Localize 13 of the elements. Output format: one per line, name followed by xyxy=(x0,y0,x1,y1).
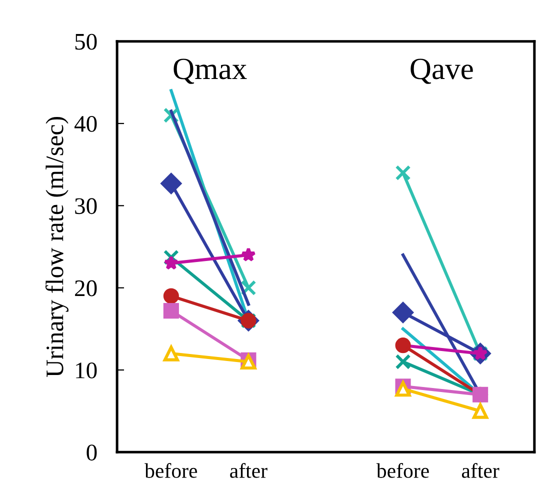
y-tick-label: 10 xyxy=(76,362,97,378)
y-axis-title: Urinary flow rate (ml/sec) xyxy=(45,116,68,378)
y-tick-label: 0 xyxy=(86,444,97,461)
y-tick-label: 30 xyxy=(75,198,97,214)
x-tick-label: before xyxy=(144,463,198,478)
y-tick-label: 40 xyxy=(74,116,97,132)
x-tick-label: before xyxy=(376,463,429,478)
x-tick-label: after xyxy=(462,463,500,478)
y-tick-label: 20 xyxy=(75,280,97,296)
annotation: Qmax xyxy=(174,58,247,84)
y-tick-label: 50 xyxy=(75,34,97,50)
x-tick-label: after xyxy=(230,463,268,478)
annotation: Qave xyxy=(410,58,473,84)
